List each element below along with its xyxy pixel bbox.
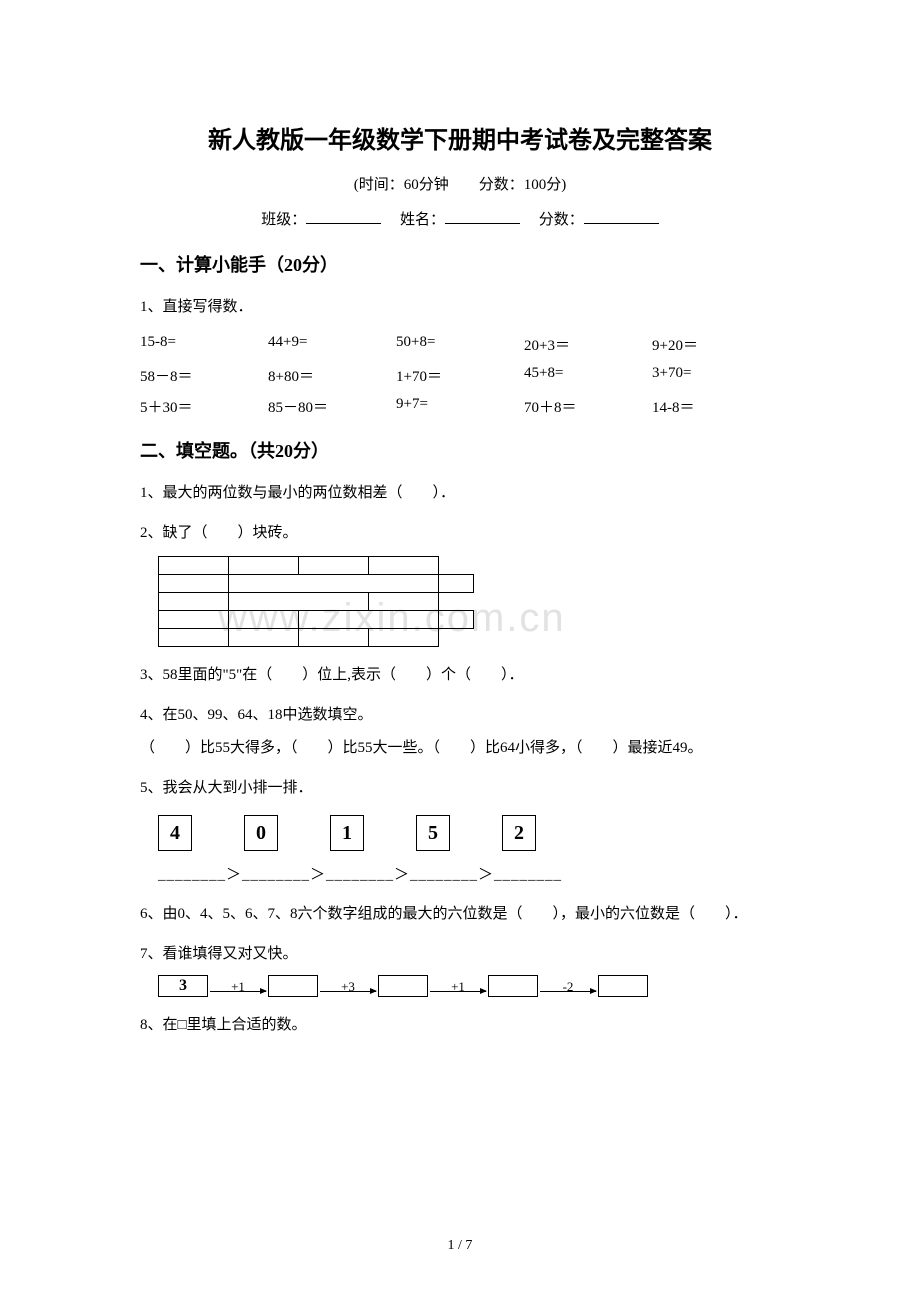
- calc-cell: 15-8=: [140, 334, 268, 355]
- calc-row-2: 58－8＝ 8+80＝ 1+70＝ 45+8= 3+70=: [140, 365, 780, 386]
- chain-blank-box: [598, 975, 648, 997]
- calc-cell: 70＋8＝: [524, 396, 652, 417]
- q2-1: 1、最大的两位数与最小的两位数相差（ ）．: [140, 479, 780, 508]
- q2-7: 7、看谁填得又对又快。: [140, 940, 780, 969]
- score-label: 分数：: [539, 212, 584, 228]
- calc-cell: 58－8＝: [140, 365, 268, 386]
- q2-6: 6、由0、4、5、6、7、8六个数字组成的最大的六位数是（ ），最小的六位数是（…: [140, 900, 780, 929]
- operation-chain: 3 +1 +3 +1 -2: [158, 975, 780, 997]
- chain-start-box: 3: [158, 975, 208, 997]
- exam-title: 新人教版一年级数学下册期中考试卷及完整答案: [140, 120, 780, 155]
- chain-blank-box: [488, 975, 538, 997]
- page-number: 1 / 7: [0, 1238, 920, 1254]
- brick-wall-figure: [158, 556, 474, 647]
- calc-row-3: 5＋30＝ 85－80＝ 9+7= 70＋8＝ 14-8＝: [140, 396, 780, 417]
- calc-cell: 20+3＝: [524, 334, 652, 355]
- calc-cell: 5＋30＝: [140, 396, 268, 417]
- class-label: 班级：: [261, 212, 306, 228]
- name-blank: [445, 209, 520, 224]
- chain-blank-box: [378, 975, 428, 997]
- chain-op-label: +1: [231, 979, 245, 995]
- score-blank: [584, 209, 659, 224]
- class-blank: [306, 209, 381, 224]
- chain-arrow: -2: [538, 979, 598, 992]
- number-boxes-row: 4 0 1 5 2: [158, 815, 780, 851]
- calc-cell: 14-8＝: [652, 396, 780, 417]
- ordering-blanks: ________＞________＞________＞________＞____…: [158, 863, 780, 884]
- q2-8: 8、在□里填上合适的数。: [140, 1011, 780, 1040]
- chain-arrow: +1: [428, 979, 488, 992]
- section2-header: 二、填空题。（共20分）: [140, 437, 780, 463]
- calc-cell: 8+80＝: [268, 365, 396, 386]
- q2-4: 4、在50、99、64、18中选数填空。: [140, 701, 780, 730]
- num-box: 0: [244, 815, 278, 851]
- calc-cell: 85－80＝: [268, 396, 396, 417]
- chain-arrow: +1: [208, 979, 268, 992]
- chain-op-label: +3: [341, 979, 355, 995]
- student-info-line: 班级： 姓名： 分数：: [140, 208, 780, 229]
- calc-cell: 45+8=: [524, 365, 652, 386]
- q2-5: 5、我会从大到小排一排．: [140, 774, 780, 803]
- chain-blank-box: [268, 975, 318, 997]
- q2-3: 3、58里面的"5"在（ ）位上,表示（ ）个（ ）．: [140, 661, 780, 690]
- exam-meta: (时间：60分钟 分数：100分): [140, 173, 780, 194]
- num-box: 5: [416, 815, 450, 851]
- chain-arrow: +3: [318, 979, 378, 992]
- calc-cell: 50+8=: [396, 334, 524, 355]
- num-box: 1: [330, 815, 364, 851]
- calc-cell: 9+7=: [396, 396, 524, 417]
- q2-2: 2、缺了（ ）块砖。: [140, 519, 780, 548]
- section1-header: 一、计算小能手（20分）: [140, 251, 780, 277]
- calc-cell: 9+20＝: [652, 334, 780, 355]
- num-box: 2: [502, 815, 536, 851]
- page-content: 新人教版一年级数学下册期中考试卷及完整答案 (时间：60分钟 分数：100分) …: [0, 0, 920, 1091]
- calc-row-1: 15-8= 44+9= 50+8= 20+3＝ 9+20＝: [140, 334, 780, 355]
- chain-op-label: -2: [563, 979, 574, 995]
- q2-4b: （ ）比55大得多，（ ）比55大一些。（ ）比64小得多，（ ）最接近49。: [140, 734, 780, 763]
- chain-op-label: +1: [451, 979, 465, 995]
- q1-1-text: 1、直接写得数．: [140, 293, 780, 322]
- name-label: 姓名：: [400, 212, 445, 228]
- calc-cell: 44+9=: [268, 334, 396, 355]
- calc-cell: 3+70=: [652, 365, 780, 386]
- calc-cell: 1+70＝: [396, 365, 524, 386]
- num-box: 4: [158, 815, 192, 851]
